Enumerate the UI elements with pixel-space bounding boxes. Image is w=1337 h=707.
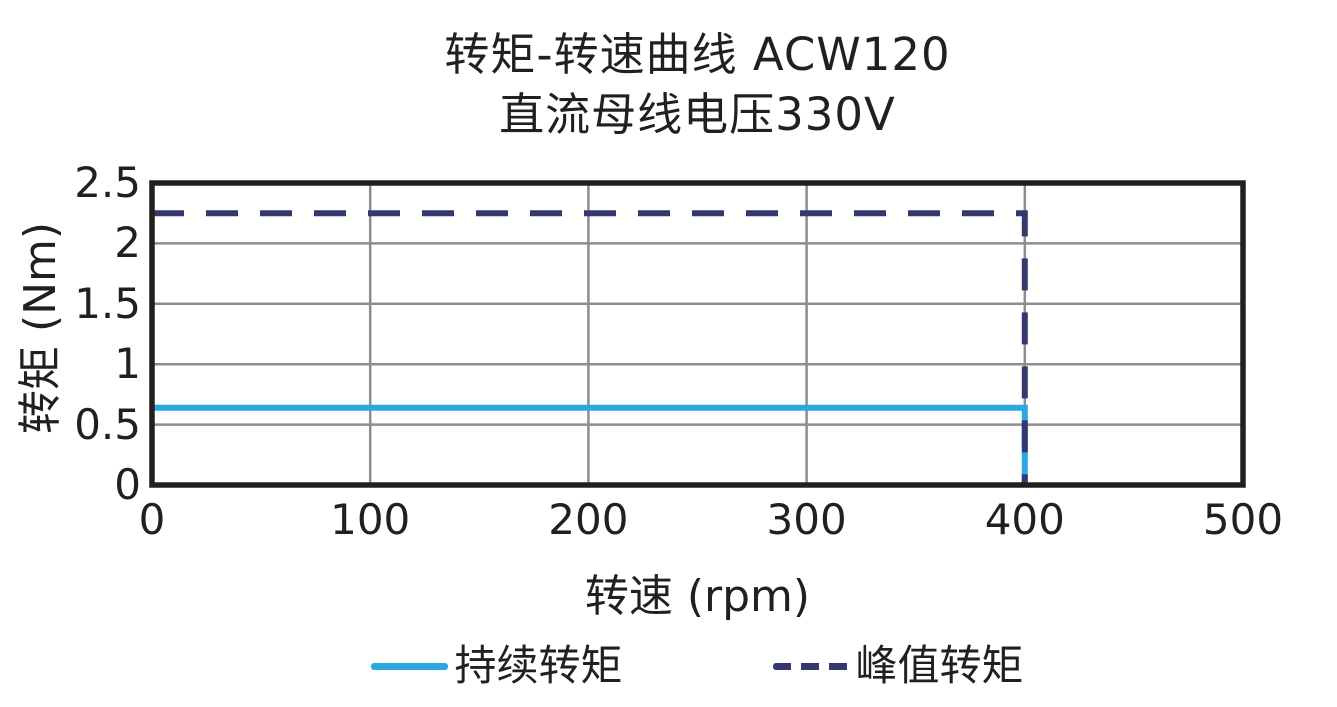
y-tick-label: 1.5: [74, 278, 141, 328]
series-line-peak-torque: [152, 210, 1028, 485]
x-tick-label: 200: [548, 495, 629, 544]
y-tick-label: 0: [114, 460, 141, 509]
peak-torque-line-swatch: [772, 662, 850, 670]
legend-item-peak-torque: 峰值转矩: [772, 641, 1024, 690]
legend-label-continuous-torque: 持续转矩: [454, 641, 623, 690]
y-tick-label: 2.5: [74, 158, 141, 207]
legend: 持续转矩 峰值转矩: [152, 640, 1243, 692]
x-tick-label: 100: [330, 495, 411, 544]
series-line-continuous-torque: [152, 404, 1028, 485]
x-tick-label: 0: [138, 495, 166, 544]
y-axis-title: 转矩 (Nm): [15, 221, 66, 435]
x-axis-title: 转速 (rpm): [584, 571, 811, 622]
y-tick-label: 1: [114, 339, 141, 389]
legend-label-peak-torque: 峰值转矩: [855, 641, 1024, 690]
y-tick-label: 2: [114, 218, 141, 268]
continuous-torque-line-swatch: [371, 662, 449, 670]
legend-item-continuous-torque: 持续转矩: [371, 641, 623, 690]
y-tick-label: 0.5: [74, 399, 141, 449]
x-tick-label: 500: [1202, 495, 1284, 544]
x-tick-label: 400: [984, 495, 1065, 544]
plot-frame: [149, 180, 1246, 488]
chart-title: 转矩-转速曲线 ACW120: [444, 28, 951, 81]
x-tick-label: 300: [766, 495, 847, 544]
chart-subtitle: 直流母线电压330V: [499, 88, 896, 141]
